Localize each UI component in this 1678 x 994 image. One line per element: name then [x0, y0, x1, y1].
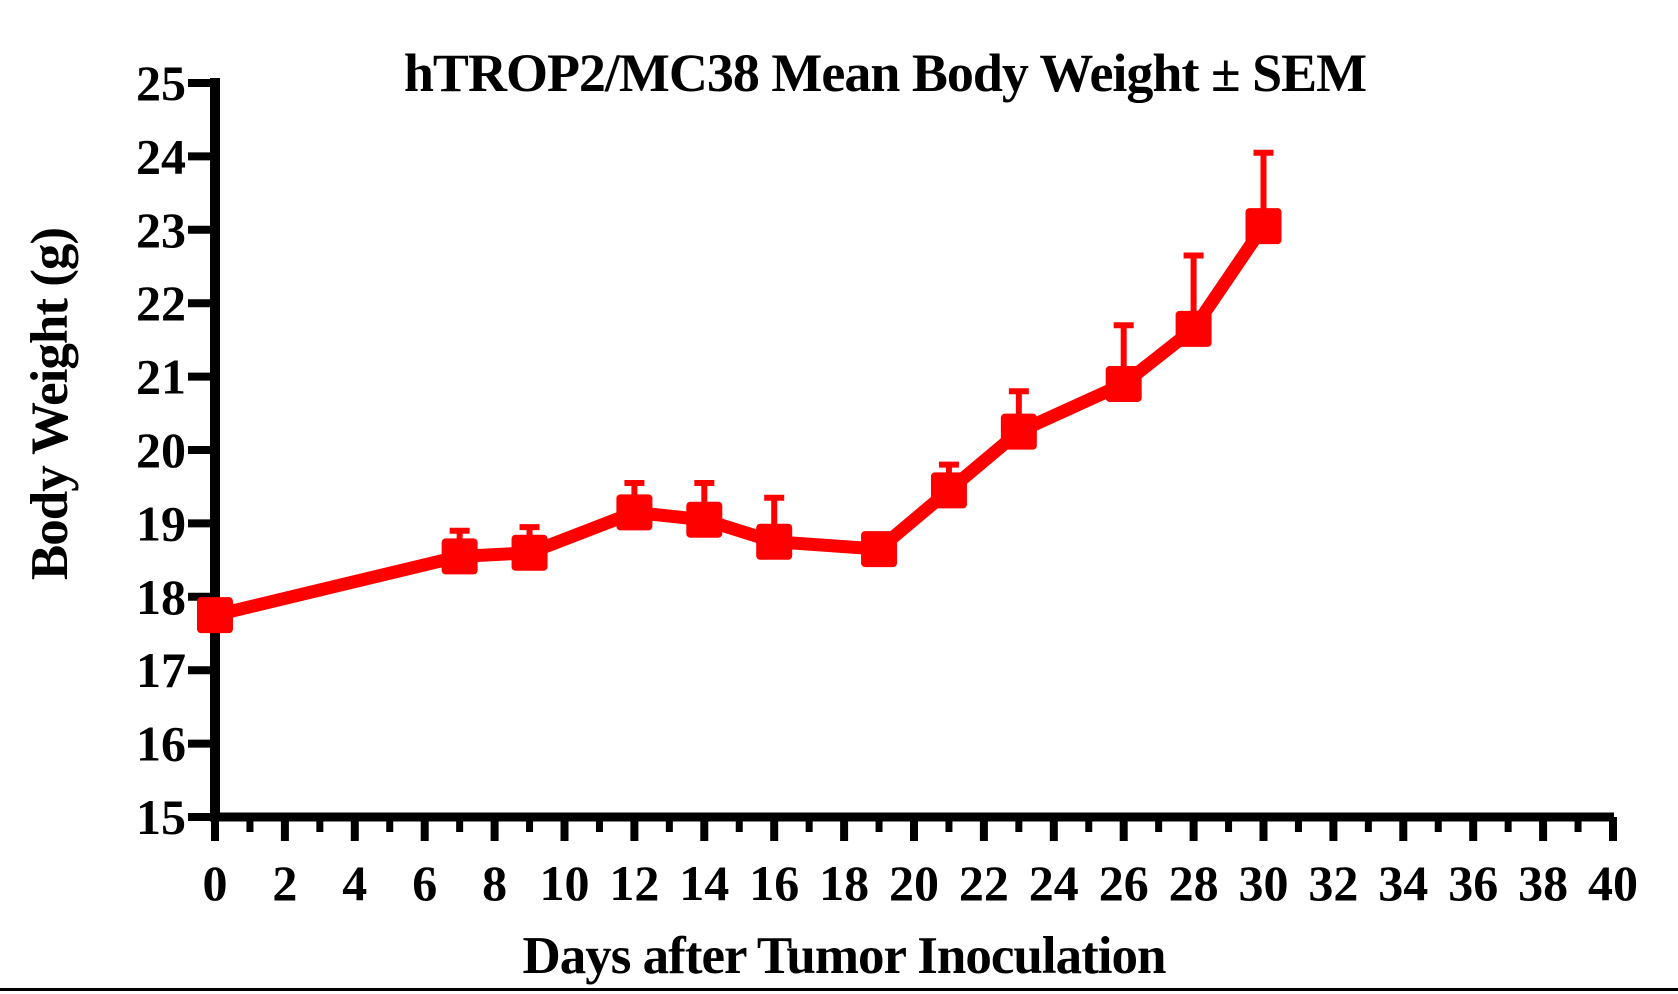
x-tick-label: 18 [819, 855, 869, 911]
x-tick-label: 40 [1588, 855, 1638, 911]
x-tick-label: 38 [1518, 855, 1568, 911]
y-tick-label: 18 [136, 569, 186, 625]
x-tick-label: 30 [1239, 855, 1289, 911]
y-tick-label: 20 [136, 422, 186, 478]
data-point-marker [1245, 208, 1282, 245]
data-point-marker [1175, 310, 1212, 347]
x-tick-label: 0 [203, 855, 228, 911]
y-tick-label: 21 [136, 349, 186, 405]
data-point-marker [686, 501, 723, 538]
data-point-marker [1000, 413, 1037, 450]
data-point-marker [1105, 365, 1142, 402]
x-tick-label: 4 [342, 855, 367, 911]
data-point-marker [511, 534, 548, 571]
x-tick-label: 8 [482, 855, 507, 911]
y-tick-label: 23 [136, 202, 186, 258]
x-tick-label: 26 [1099, 855, 1149, 911]
x-tick-label: 20 [889, 855, 939, 911]
y-tick-label: 19 [136, 495, 186, 551]
y-tick-label: 22 [136, 275, 186, 331]
x-tick-label: 2 [272, 855, 297, 911]
y-tick-label: 16 [136, 716, 186, 772]
y-tick-label: 24 [136, 128, 186, 184]
chart-title: hTROP2/MC38 Mean Body Weight ± SEM [403, 43, 1367, 103]
data-point-marker [930, 472, 967, 509]
series-line [213, 222, 1269, 622]
data-point-marker [861, 531, 898, 568]
x-tick-label: 36 [1448, 855, 1498, 911]
y-tick-label: 25 [136, 55, 186, 111]
data-point-marker [756, 523, 793, 560]
data-point-marker [197, 597, 233, 634]
y-tick-label: 17 [136, 642, 186, 698]
x-tick-label: 6 [412, 855, 437, 911]
x-tick-label: 14 [679, 855, 729, 911]
x-tick-label: 28 [1169, 855, 1219, 911]
x-axis-title: Days after Tumor Inoculation [522, 927, 1167, 985]
x-tick-label: 32 [1308, 855, 1358, 911]
x-tick-label: 16 [749, 855, 799, 911]
data-point-marker [441, 538, 478, 575]
data-point-marker [616, 494, 653, 531]
x-tick-label: 24 [1029, 855, 1079, 911]
x-tick-label: 10 [540, 855, 590, 911]
x-tick-label: 34 [1378, 855, 1428, 911]
bottom-divider-line [0, 988, 1678, 991]
x-tick-label: 12 [609, 855, 659, 911]
y-tick-label: 15 [136, 789, 186, 845]
x-tick-label: 22 [959, 855, 1009, 911]
